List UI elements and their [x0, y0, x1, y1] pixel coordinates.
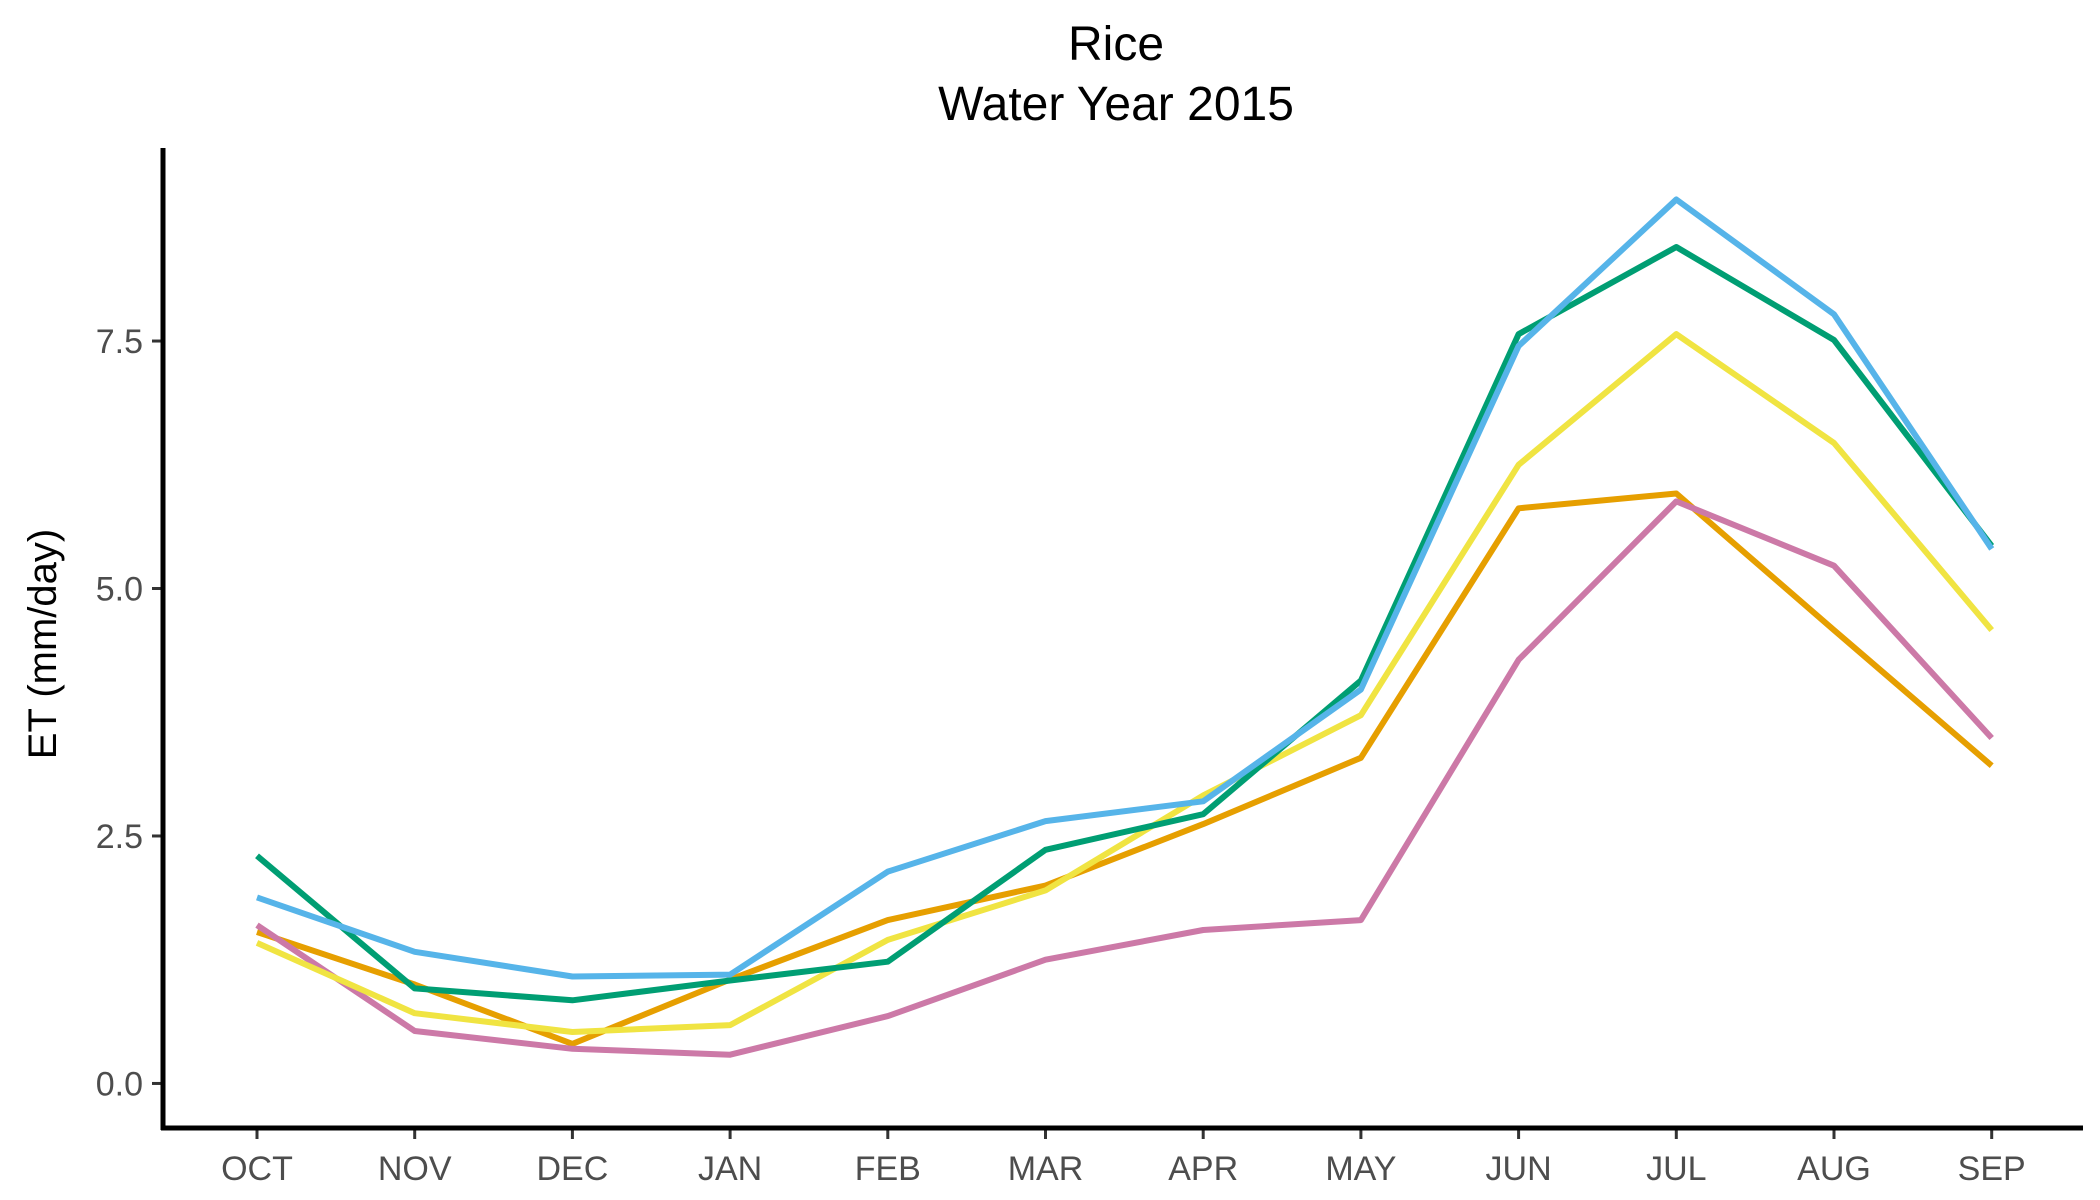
x-tick-label: APR	[1168, 1150, 1238, 1188]
chart-subtitle: Water Year 2015	[938, 78, 1294, 131]
x-tick-label: MAY	[1325, 1150, 1396, 1188]
y-tick-label: 2.5	[96, 818, 143, 856]
series-line-3	[255, 331, 1994, 1035]
x-tick-label: OCT	[221, 1150, 293, 1188]
series-line-4	[255, 244, 1995, 1004]
x-tick-label: MAR	[1008, 1150, 1084, 1188]
x-tick-label: JUN	[1486, 1150, 1552, 1188]
x-tick-label: NOV	[378, 1150, 452, 1188]
series-line-2	[255, 498, 1994, 1058]
x-tick-label: AUG	[1797, 1150, 1871, 1188]
x-tick-label: JUL	[1646, 1150, 1706, 1188]
axes: 0.0 2.5 5.0 7.5 OCT NOV DEC JAN FEB MAR APR MAY JUN J…	[96, 148, 2083, 1188]
y-tick-label: 7.5	[96, 323, 143, 361]
series-line-1	[256, 490, 1994, 1047]
x-tick-label: JAN	[698, 1150, 762, 1188]
x-tick-label: FEB	[855, 1150, 921, 1188]
series-line-5	[256, 196, 1995, 980]
x-tick-label: SEP	[1958, 1150, 2026, 1188]
x-tick-label: DEC	[537, 1150, 609, 1188]
y-tick-label: 0.0	[96, 1065, 143, 1103]
chart-title: Rice	[1068, 18, 1164, 71]
y-axis-title: ET (mm/day)	[21, 529, 65, 759]
series-layer	[255, 196, 1995, 1058]
y-tick-label: 5.0	[96, 571, 143, 609]
